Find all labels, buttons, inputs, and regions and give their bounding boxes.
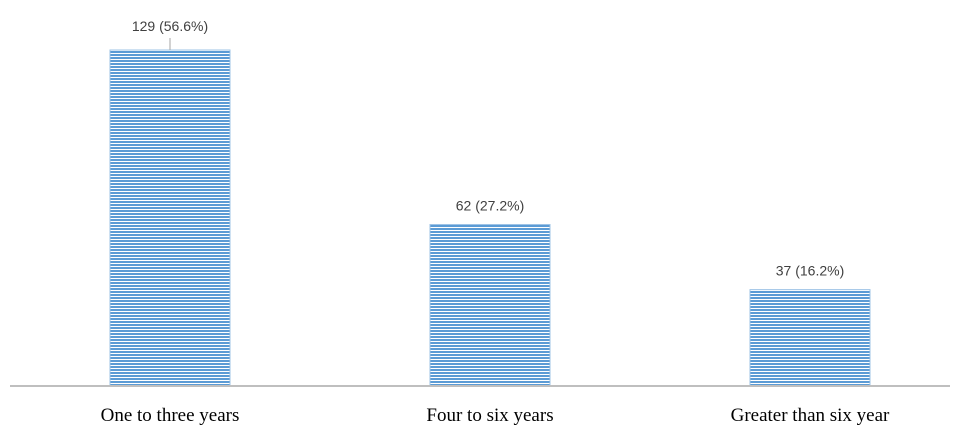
data-label-2: 62 (27.2%) [456, 198, 524, 214]
data-label-3: 37 (16.2%) [776, 263, 844, 279]
data-label-1: 129 (56.6%) [132, 18, 208, 34]
data-labels-group: 129 (56.6%) 62 (27.2%) 37 (16.2%) [132, 18, 844, 279]
category-label-1: One to three years [101, 405, 240, 426]
bar-3 [749, 289, 871, 387]
category-label-2: Four to six years [426, 405, 553, 426]
category-labels-group: One to three years Four to six years Great… [101, 405, 890, 426]
bar-2 [429, 224, 551, 387]
bar-1 [109, 49, 231, 387]
bars-group [109, 49, 871, 387]
category-label-3: Greater than six year [731, 405, 890, 426]
